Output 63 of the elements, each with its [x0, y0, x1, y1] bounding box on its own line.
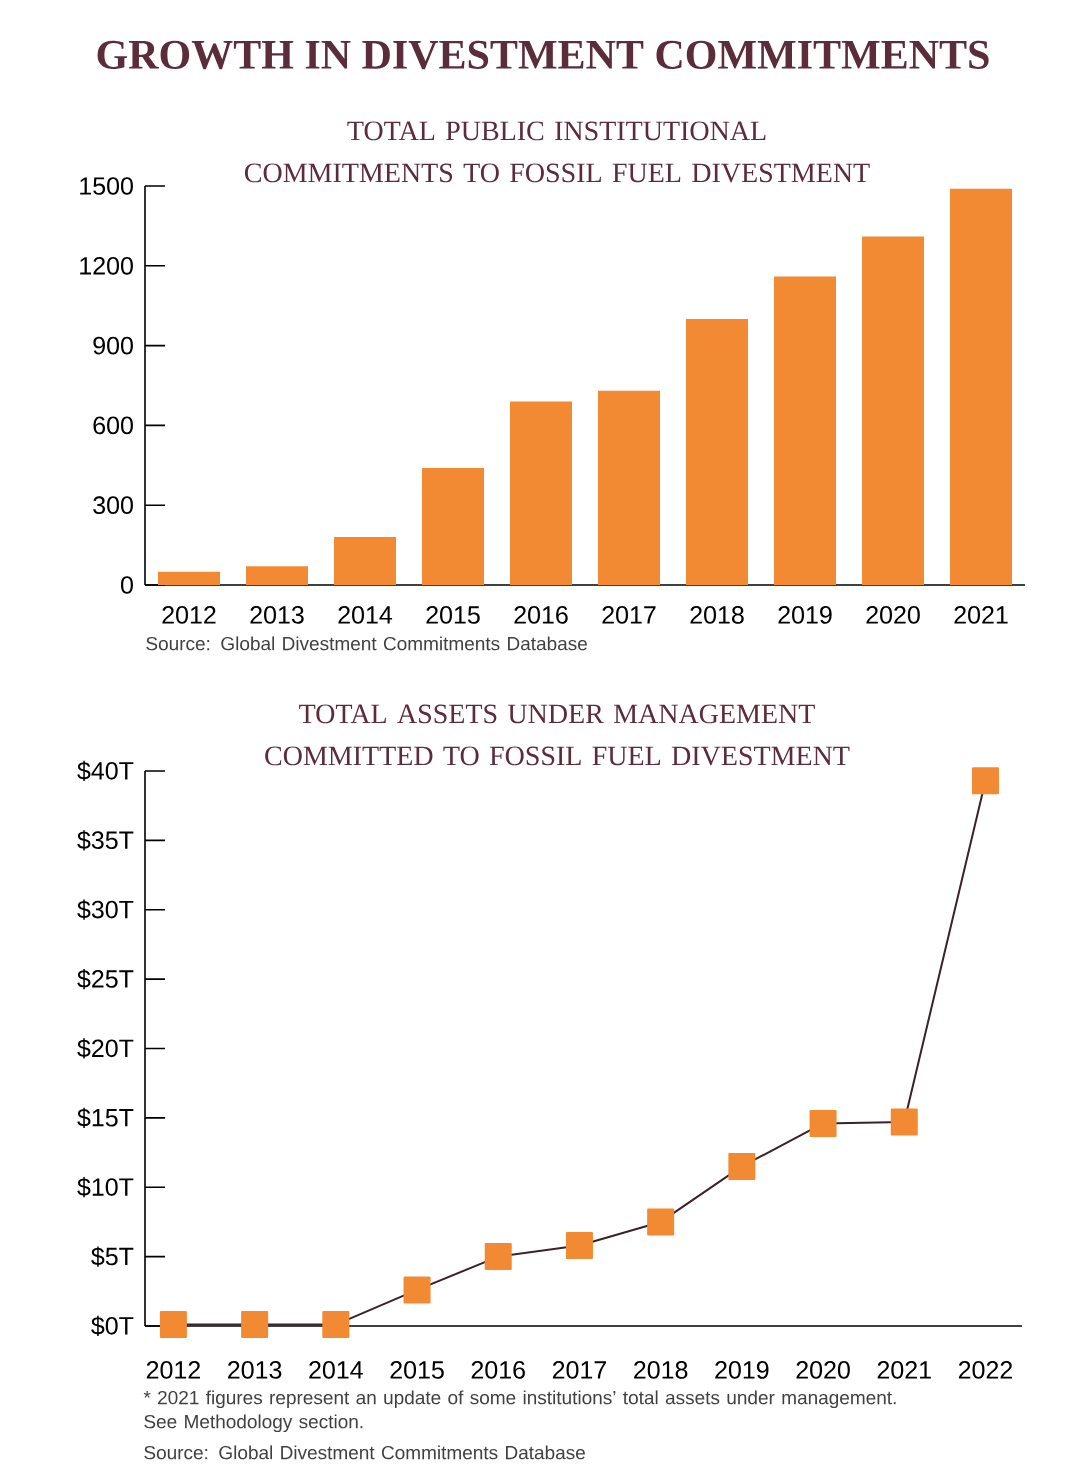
y-tick-label: 1500	[80, 177, 133, 195]
point	[890, 1108, 918, 1136]
bar	[862, 236, 925, 585]
x-tick-label: 2021	[877, 1361, 931, 1379]
bar	[158, 571, 220, 585]
x-tick-label: 2013	[250, 606, 304, 624]
y-tick-label: $20T	[77, 1038, 134, 1059]
point	[565, 1232, 593, 1260]
point	[971, 767, 999, 795]
y-tick-label: 300	[93, 496, 133, 515]
x-tick-label: 2013	[228, 1361, 282, 1379]
x-tick-label: 2016	[471, 1361, 525, 1379]
y-tick-label: $0T	[91, 1315, 134, 1337]
point	[809, 1109, 837, 1137]
chart-title: GROWTH IN DIVESTMENT COMMITMENTS	[97, 40, 989, 70]
y-tick-label: 1200	[80, 256, 133, 275]
x-tick-label: 2012	[162, 606, 216, 624]
chart-subtitle: TOTAL PUBLIC INSTITUTIONAL COMMITMENTS TO FOSSIL FUEL DIVESTMENT	[244, 121, 870, 183]
source-note: Source: Global Divestment Commitments Database	[146, 636, 587, 651]
y-tick-label: $35T	[77, 830, 134, 851]
point	[403, 1276, 431, 1304]
x-tick-label: 2022	[958, 1361, 1012, 1379]
y-tick-label: 0	[121, 576, 133, 594]
x-tick-label: 2012	[146, 1361, 200, 1379]
x-tick-label: 2017	[602, 606, 656, 624]
x-tick-label: 2018	[690, 606, 744, 624]
bar	[246, 566, 308, 585]
x-tick-label: 2020	[866, 606, 920, 624]
x-tick-label: 2016	[514, 606, 568, 624]
x-tick-label: 2019	[778, 606, 832, 624]
point	[159, 1311, 187, 1339]
x-tick-label: 2015	[390, 1361, 444, 1379]
x-tick-label: 2020	[796, 1361, 850, 1379]
source-note: Source: Global Divestment Commitments Database	[144, 1445, 585, 1460]
x-tick-label: 2017	[552, 1361, 606, 1379]
bar	[334, 537, 396, 585]
y-tick-label: $15T	[77, 1107, 134, 1128]
x-tick-label: 2021	[954, 606, 1008, 624]
bar	[510, 401, 573, 585]
x-tick-label: 2014	[309, 1361, 363, 1379]
y-tick-label: 600	[93, 416, 133, 435]
x-tick-label: 2018	[634, 1361, 688, 1379]
x-tick-label: 2014	[338, 606, 393, 624]
x-tick-label: 2019	[715, 1361, 769, 1379]
point	[322, 1311, 350, 1339]
y-tick-label: $5T	[91, 1246, 134, 1267]
chart-title: TOTAL ASSETS UNDER MANAGEMENT COMMITTED TO FOSSIL FUEL DIVESTMENT	[265, 704, 850, 766]
y-tick-label: $40T	[77, 760, 134, 782]
point	[241, 1311, 269, 1339]
bar	[774, 276, 837, 585]
point	[647, 1208, 675, 1236]
y-tick-label: $25T	[77, 969, 134, 990]
y-tick-label: $10T	[77, 1177, 134, 1198]
y-tick-label: $30T	[77, 899, 134, 920]
bar	[422, 467, 485, 585]
bar	[950, 188, 1013, 585]
point	[728, 1152, 756, 1180]
text: * 2021 figures represent an update of some institutions’ total assets under management. See Methodology section.	[143, 1390, 896, 1433]
x-tick-label: 2015	[426, 606, 480, 624]
point	[484, 1243, 512, 1271]
y-tick-label: 900	[93, 336, 133, 355]
bar	[686, 318, 749, 585]
bar	[598, 390, 661, 585]
